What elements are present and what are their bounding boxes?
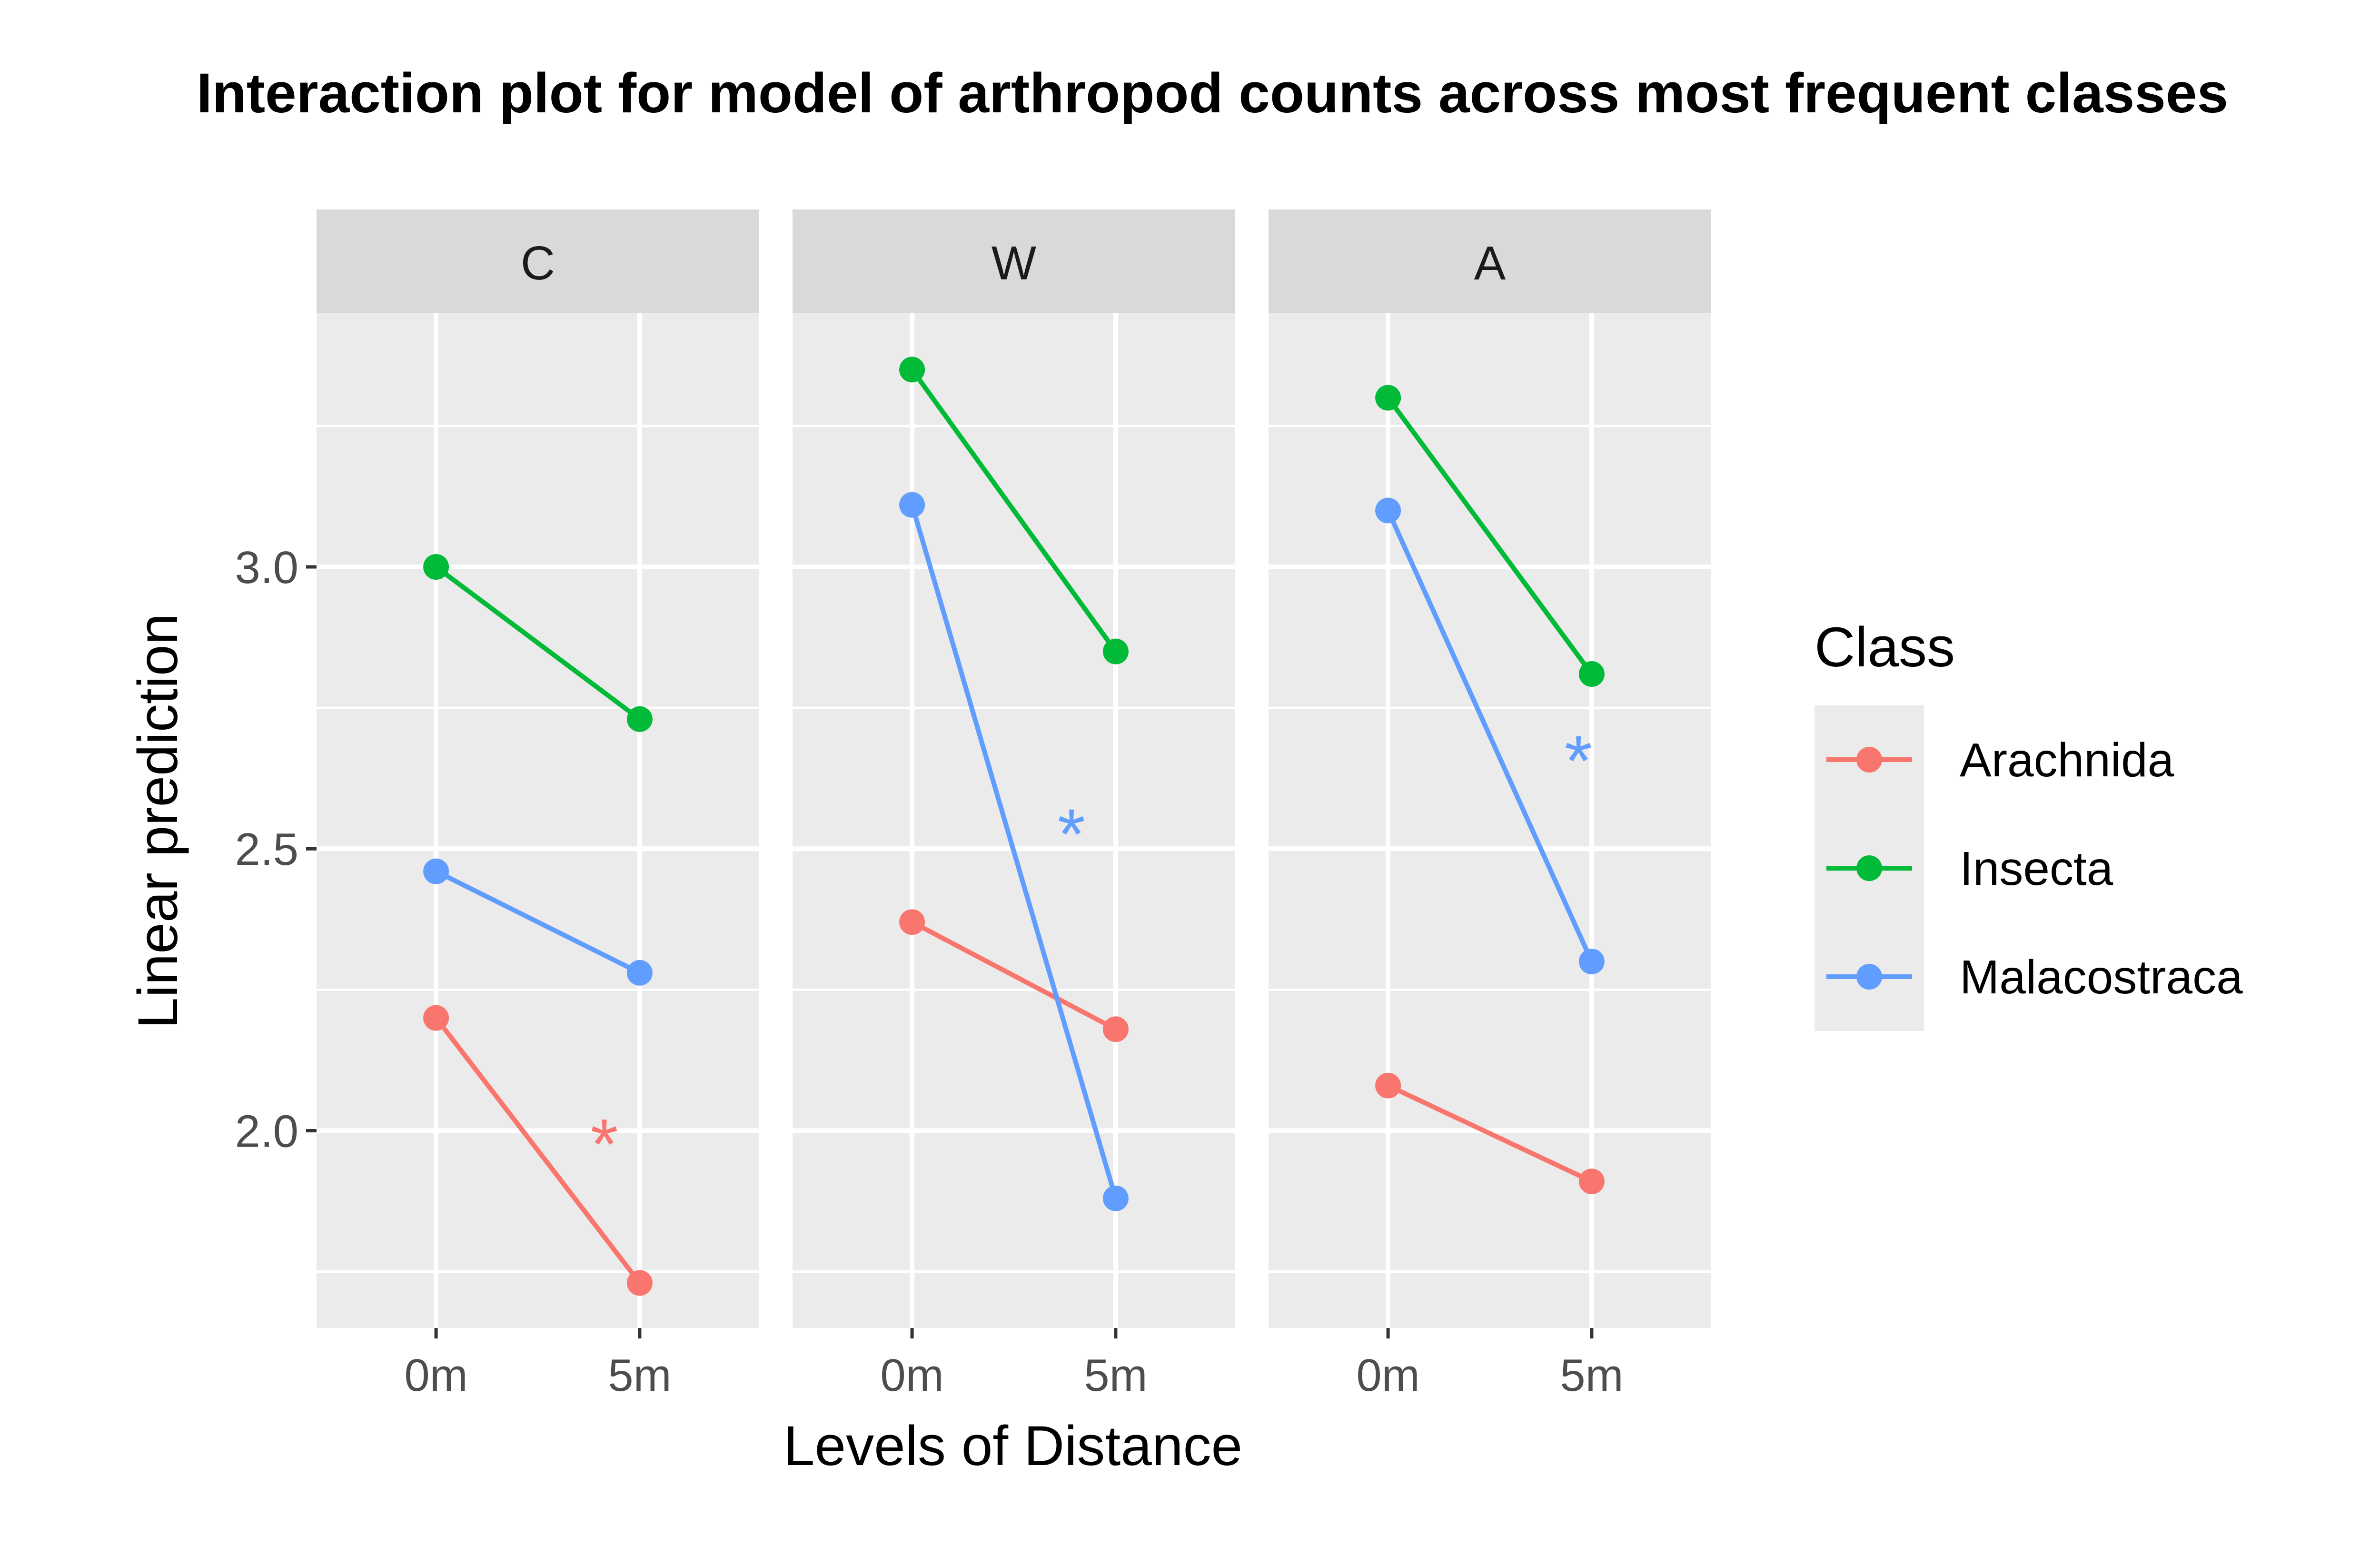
x-axis-title: Levels of Distance (783, 1415, 1242, 1477)
panel-background (317, 313, 759, 1328)
significance-asterisk: * (1565, 721, 1592, 801)
significance-asterisk: * (590, 1104, 618, 1184)
y-tick-label: 2.0 (235, 1106, 298, 1157)
series-line (435, 869, 641, 975)
data-point (423, 554, 449, 580)
series-malacostraca (423, 858, 653, 986)
x-tick-label: 5m (1084, 1350, 1147, 1401)
data-point (899, 357, 925, 383)
facet-panels: C * 0m 5m W * 0m 5m A * 0m 5m (317, 209, 1711, 1401)
legend-label: Arachnida (1960, 733, 2174, 787)
x-tick-label: 0m (404, 1350, 467, 1401)
data-point (1375, 1072, 1401, 1099)
series-line (1386, 396, 1594, 676)
legend-key-point (1856, 747, 1882, 773)
series-line (434, 1016, 642, 1285)
strip-background (317, 209, 759, 313)
data-point (1375, 497, 1401, 524)
legend-entry-arachnida: Arachnida (1826, 733, 2174, 787)
data-point (899, 492, 925, 518)
data-point (1102, 1185, 1129, 1211)
series-line (910, 368, 1118, 653)
legend-key-point (1856, 964, 1882, 990)
series-malacostraca (899, 492, 1129, 1211)
significance-asterisk: * (1058, 794, 1085, 874)
strip-background (1269, 209, 1711, 313)
series-line (1386, 509, 1594, 963)
data-point (899, 909, 925, 935)
data-point (1578, 949, 1605, 975)
series-arachnida (1375, 1072, 1605, 1195)
legend-label: Insecta (1960, 842, 2113, 895)
legend-title: Class (1815, 616, 1955, 679)
x-tick-label: 5m (608, 1350, 671, 1401)
y-tick-label: 3.0 (235, 542, 298, 593)
data-point (1578, 661, 1605, 687)
series-line (910, 504, 1118, 1199)
series-insecta (1375, 385, 1605, 687)
series-arachnida (423, 1005, 653, 1296)
strip-label-w: W (992, 237, 1037, 290)
series-line (911, 920, 1117, 1031)
y-tick-label: 2.5 (235, 824, 298, 875)
panel-a: A * 0m 5m (1269, 209, 1711, 1401)
chart-title: Interaction plot for model of arthropod … (197, 62, 2228, 125)
series-line (1387, 1083, 1593, 1184)
x-tick-label: 0m (1356, 1350, 1419, 1401)
panel-background (1269, 313, 1711, 1328)
data-point (423, 1005, 449, 1031)
legend-label: Malacostraca (1960, 951, 2243, 1004)
legend-entry-malacostraca: Malacostraca (1826, 951, 2243, 1004)
x-tick-label: 5m (1560, 1350, 1623, 1401)
panel-w: W * 0m 5m (793, 209, 1235, 1401)
series-arachnida (899, 909, 1129, 1042)
y-axis: 2.0 2.5 3.0 (235, 542, 317, 1157)
series-insecta (899, 357, 1129, 664)
data-point (626, 1270, 653, 1296)
y-axis-title: Linear prediction (127, 614, 189, 1029)
strip-label-a: A (1474, 237, 1506, 290)
strip-background (793, 209, 1235, 313)
data-point (1102, 1016, 1129, 1042)
strip-label-c: C (521, 237, 555, 290)
data-point (1102, 638, 1129, 664)
panel-c: C * 0m 5m (317, 209, 759, 1401)
series-line (435, 565, 641, 721)
x-tick-label: 0m (880, 1350, 943, 1401)
data-point (626, 706, 653, 732)
series-malacostraca (1375, 497, 1605, 975)
series-insecta (423, 554, 653, 732)
data-point (1375, 385, 1401, 411)
data-point (626, 960, 653, 986)
panel-background (793, 313, 1235, 1328)
legend-key-point (1856, 855, 1882, 881)
legend-entry-insecta: Insecta (1826, 842, 2113, 895)
data-point (1578, 1169, 1605, 1195)
data-point (423, 858, 449, 884)
